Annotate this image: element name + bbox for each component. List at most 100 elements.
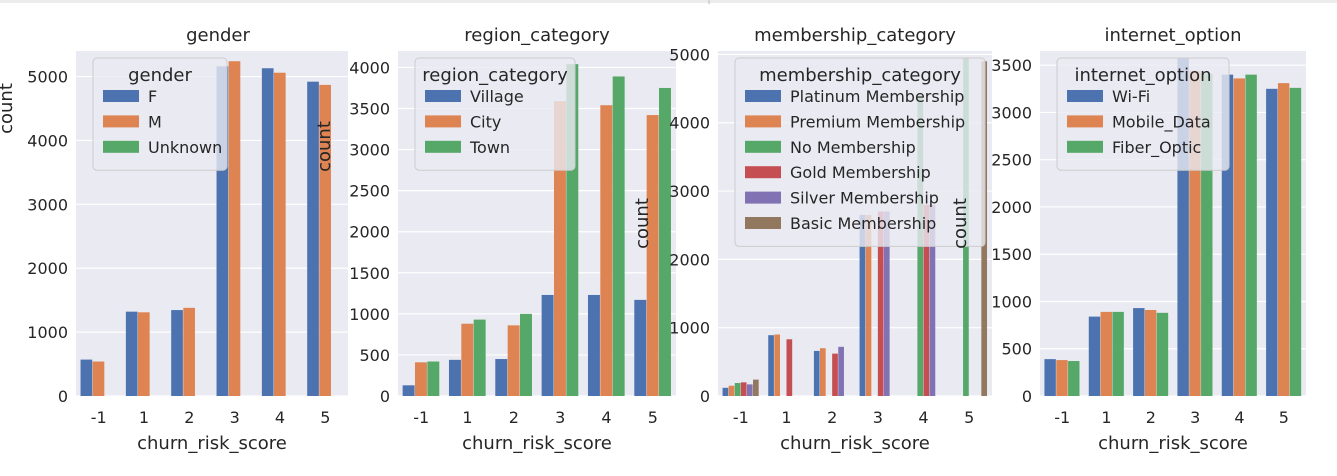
- x-tick-label: 4: [275, 408, 285, 427]
- bar-city: [646, 115, 659, 397]
- y-tick-label: 3500: [349, 100, 390, 119]
- y-tick-label: 4000: [349, 58, 390, 77]
- bar-mobile-data: [1189, 70, 1201, 397]
- y-tick-label: 4000: [669, 114, 710, 133]
- bar-m: [92, 361, 105, 396]
- top-border-divider: [708, 0, 710, 4]
- panel-title: membership_category: [754, 25, 956, 46]
- legend-label: Wi-Fi: [1112, 87, 1150, 106]
- y-tick-label: 2500: [349, 182, 390, 201]
- bar-town: [612, 76, 625, 396]
- legend-title: gender: [128, 65, 192, 86]
- legend-swatch: [745, 115, 781, 128]
- legend-swatch: [1067, 140, 1103, 153]
- y-tick-label: 500: [1001, 340, 1032, 359]
- bar-f: [307, 81, 319, 397]
- y-tick-label: 5000: [669, 45, 710, 64]
- x-axis-label: churn_risk_score: [1098, 433, 1248, 454]
- x-tick-label: -1: [91, 408, 107, 427]
- bar-fiber-optic: [1112, 311, 1124, 396]
- bar-platinum-membership: [859, 214, 866, 396]
- bar-silver-membership: [746, 384, 753, 396]
- x-axis-label: churn_risk_score: [780, 433, 930, 454]
- legend-swatch: [425, 90, 461, 102]
- bar-premium-membership: [728, 385, 735, 396]
- bar-village: [448, 359, 461, 396]
- bar-town: [427, 361, 440, 396]
- x-tick-label: 5: [648, 408, 658, 427]
- legend-label: Basic Membership: [790, 214, 936, 233]
- bar-m: [183, 307, 195, 396]
- y-tick-label: 3000: [349, 141, 390, 160]
- bar-platinum-membership: [813, 350, 820, 396]
- legend-box: [734, 57, 986, 247]
- panel-title: region_category: [464, 25, 610, 46]
- x-tick-label: 2: [827, 408, 837, 427]
- y-tick-label: 4000: [27, 131, 68, 150]
- bar-town: [520, 313, 532, 396]
- bar-gold-membership: [923, 204, 930, 396]
- bar-town: [659, 87, 671, 396]
- bar-m: [273, 72, 286, 396]
- legend-label: Unknown: [148, 138, 222, 157]
- x-tick-label: -1: [733, 408, 749, 427]
- bar-gold-membership: [877, 211, 884, 396]
- bar-premium-membership: [819, 348, 826, 396]
- legend-swatch: [745, 140, 781, 153]
- bar-city: [553, 101, 566, 396]
- legend-swatch: [745, 191, 781, 204]
- bar-silver-membership: [838, 346, 844, 396]
- top-border: [0, 0, 1337, 3]
- bar-mobile-data: [1144, 309, 1157, 396]
- bar-m: [228, 61, 241, 396]
- y-axis-label: count: [0, 83, 17, 134]
- legend-swatch: [103, 140, 139, 153]
- y-tick-label: 500: [359, 346, 390, 365]
- bar-village: [402, 385, 415, 396]
- bar-no-membership: [734, 383, 741, 396]
- x-tick-label: 1: [1101, 408, 1111, 427]
- legend-swatch: [103, 115, 139, 128]
- bar-platinum-membership: [768, 335, 774, 396]
- legend-title: internet_option: [1074, 65, 1211, 86]
- y-tick-label: 5000: [27, 68, 68, 87]
- bar-city: [414, 362, 427, 396]
- x-tick-label: 3: [230, 408, 240, 427]
- bar-m: [137, 312, 150, 396]
- legend-label: City: [470, 112, 501, 131]
- legend-swatch: [425, 140, 461, 153]
- y-tick-label: 3500: [991, 56, 1032, 75]
- panel-title: gender: [186, 25, 250, 46]
- bar-fiber-optic: [1201, 73, 1213, 396]
- y-tick-label: 2000: [349, 223, 390, 242]
- bar-mobile-data: [1056, 360, 1068, 396]
- bar-fiber-optic: [1068, 361, 1080, 396]
- x-tick-label: 3: [555, 408, 565, 427]
- y-axis-label: count: [314, 121, 335, 172]
- legend-swatch: [425, 115, 461, 128]
- bar-town: [473, 319, 486, 396]
- bar-f: [125, 311, 138, 396]
- bar-m: [319, 84, 331, 396]
- x-tick-label: 4: [918, 408, 928, 427]
- bar-gold-membership: [832, 353, 838, 396]
- bar-silver-membership: [929, 204, 936, 396]
- x-tick-label: 4: [601, 408, 611, 427]
- legend-swatch: [745, 217, 781, 229]
- bar-premium-membership: [774, 334, 781, 396]
- bar-basic-membership: [753, 379, 759, 396]
- legend-label: Silver Membership: [790, 189, 939, 208]
- bar-wi-fi: [1088, 316, 1101, 396]
- bar-wi-fi: [1133, 308, 1145, 396]
- bar-platinum-membership: [722, 387, 729, 396]
- legend-label: M: [148, 112, 162, 131]
- legend-swatch: [1067, 90, 1103, 102]
- panel-title: internet_option: [1104, 25, 1241, 46]
- bar-f: [80, 359, 93, 396]
- y-tick-label: 1500: [349, 264, 390, 283]
- bar-village: [634, 299, 647, 396]
- x-tick-label: 4: [1234, 408, 1244, 427]
- y-tick-label: 1000: [991, 292, 1032, 311]
- y-tick-label: 2000: [669, 250, 710, 269]
